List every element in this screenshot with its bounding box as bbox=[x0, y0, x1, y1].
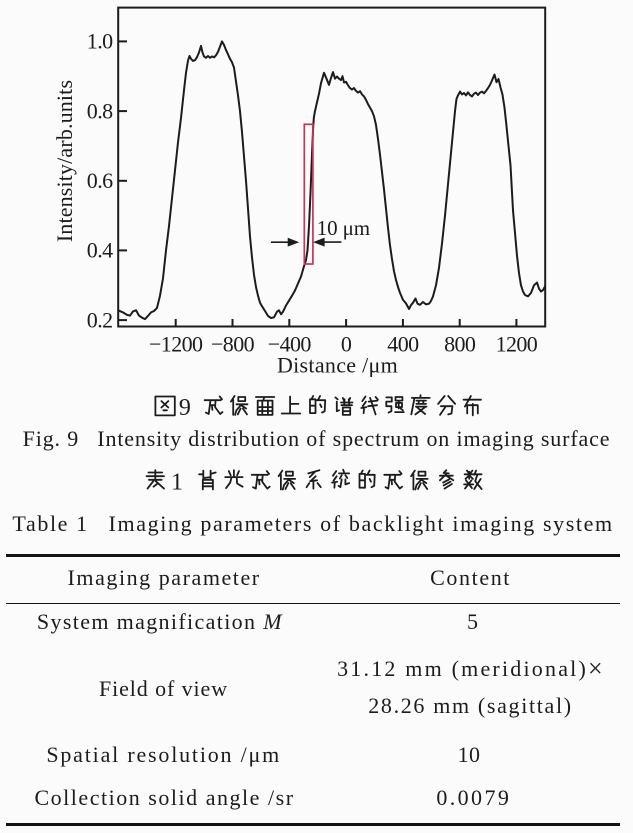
svg-text:0.8: 0.8 bbox=[87, 98, 113, 123]
svg-text:10 μm: 10 μm bbox=[317, 216, 370, 240]
svg-text:1: 1 bbox=[171, 470, 183, 496]
svg-text:400: 400 bbox=[387, 332, 419, 357]
svg-text:1.0: 1.0 bbox=[87, 29, 113, 54]
svg-text:Distance /μm: Distance /μm bbox=[277, 353, 398, 378]
svg-text:800: 800 bbox=[444, 332, 476, 357]
svg-text:0.6: 0.6 bbox=[87, 168, 113, 193]
svg-text:Intensity/arb.units: Intensity/arb.units bbox=[52, 80, 77, 242]
svg-text:−1200: −1200 bbox=[149, 332, 203, 357]
svg-text:0: 0 bbox=[341, 332, 352, 357]
svg-text:0.4: 0.4 bbox=[87, 238, 113, 263]
svg-text:0.2: 0.2 bbox=[87, 307, 113, 332]
svg-text:−800: −800 bbox=[211, 332, 255, 357]
svg-text:1200: 1200 bbox=[496, 332, 538, 357]
svg-text:−400: −400 bbox=[268, 332, 312, 357]
svg-text:9: 9 bbox=[179, 395, 191, 421]
